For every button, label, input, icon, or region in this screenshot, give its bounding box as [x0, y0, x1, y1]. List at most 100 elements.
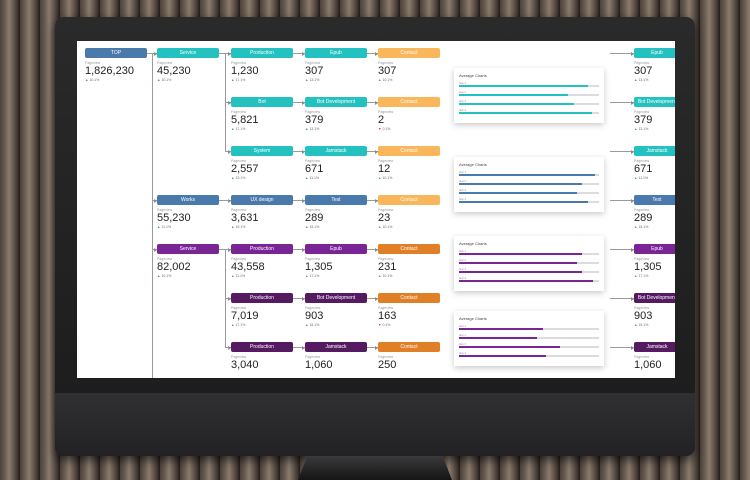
connector-l3-l4-0-arrow-icon [375, 51, 378, 56]
arrow-up-icon: ▲ [305, 127, 310, 131]
connector-to-l5-2 [610, 151, 634, 152]
node-l3-5-label-button[interactable]: Bot Development [305, 293, 367, 303]
card-bar-fill [459, 355, 546, 357]
screen: TOP Pageview 1,826,230 ▲ 10.1% Service Pagevi… [77, 41, 675, 378]
card-bar-row: Item 2 [459, 259, 599, 267]
node-l4-6-label-button[interactable]: Contact [378, 342, 440, 352]
node-l1-0: Service Pageview 45,230 ▲ 10.1% [157, 48, 219, 83]
card-bar-fill [459, 174, 595, 176]
node-l3-2-change: ▲ 11.1% [305, 175, 367, 181]
node-l2-5-label-button[interactable]: Production [231, 293, 293, 303]
node-l3-3-change: ▲ 15.1% [305, 224, 367, 230]
node-l3-1-change-text: 13.1% [309, 127, 320, 131]
arrow-up-icon: ▲ [305, 225, 310, 229]
node-l2-1-label-button[interactable]: Bot [231, 97, 293, 107]
node-l2-0-label-button[interactable]: Production [231, 48, 293, 58]
node-l4-2-change-text: 10.1% [382, 176, 393, 180]
card-bar-row: Item 4 [459, 352, 599, 360]
node-l4-6-sublabel: Pageview [378, 355, 394, 359]
node-root: TOP Pageview 1,826,230 ▲ 10.1% [85, 48, 147, 83]
node-l2-1-change: ▲ 17.1% [231, 126, 293, 132]
node-l2-6-value: 3,040 [231, 359, 259, 371]
node-l5-3-sublabel: Pageview [634, 208, 650, 212]
connector-to-l5-6 [610, 347, 634, 348]
node-l4-2-label-button[interactable]: Contact [378, 146, 440, 156]
node-l3-0-label-button[interactable]: Epub [305, 48, 367, 58]
node-l4-1-label-button[interactable]: Contact [378, 97, 440, 107]
node-l2-0-change-text: 17.1% [235, 78, 246, 82]
node-l4-0-label-button[interactable]: Contact [378, 48, 440, 58]
node-l2-5-sublabel: Pageview [231, 306, 247, 310]
connector-to-l5-6-arrow-icon [631, 345, 634, 350]
node-root-label-button[interactable]: TOP [85, 48, 147, 58]
card-bar-label: Item 3 [459, 343, 466, 346]
card-bar-fill [459, 85, 588, 87]
node-l2-3-sublabel: Pageview [231, 208, 247, 212]
node-l2-3-label-button[interactable]: UX design [231, 195, 293, 205]
node-l2-6-label-button[interactable]: Production [231, 342, 293, 352]
node-l3-2-label-button[interactable]: Jamstack [305, 146, 367, 156]
node-l2-2-change-text: 13.1% [235, 176, 246, 180]
node-l4-1-value: 2 [378, 114, 385, 126]
node-l2-4-sublabel: Pageview [231, 257, 247, 261]
card-bar-fill [459, 112, 592, 114]
node-l4-4-label-button[interactable]: Contact [378, 244, 440, 254]
card-bar-fill [459, 280, 594, 282]
node-l2-6: Production Pageview 3,040 [231, 342, 293, 371]
node-l1-1-change: ▲ 11.1% [157, 224, 219, 230]
node-l5-4-label-button[interactable]: Epub [634, 244, 675, 254]
node-l1-1-label-button[interactable]: Works [157, 195, 219, 205]
node-l5-1-label-button[interactable]: Bot Development [634, 97, 675, 107]
card-bar-label: Item 3 [459, 268, 466, 271]
connector-l3-l4-3-arrow-icon [375, 198, 378, 203]
node-l1-2-label-button[interactable]: Service [157, 244, 219, 254]
connector-root-out [147, 53, 152, 54]
node-l5-0: Epub Pageview 307 ▲ 13.1% [634, 48, 675, 83]
node-l2-1-change-text: 17.1% [235, 127, 246, 131]
node-l5-5-label-button[interactable]: Bot Development [634, 293, 675, 303]
node-l4-5-label-button[interactable]: Contact [378, 293, 440, 303]
arrow-up-icon: ▲ [634, 176, 639, 180]
node-l5-3-change: ▲ 15.1% [634, 224, 675, 230]
node-l5-0-label-button[interactable]: Epub [634, 48, 675, 58]
node-l4-0-value: 307 [378, 65, 397, 77]
node-l1-0-label-button[interactable]: Service [157, 48, 219, 58]
card-bar-label: Item 3 [459, 189, 466, 192]
card-bar-row: Item 1 [459, 171, 599, 179]
connector-l3-l4-1 [367, 102, 378, 103]
connector-l3-l4-2-arrow-icon [375, 149, 378, 154]
node-l5-3-label-button[interactable]: Test [634, 195, 675, 205]
node-l4-3-label-button[interactable]: Contact [378, 195, 440, 205]
node-l2-2-change: ▲ 13.1% [231, 175, 293, 181]
connector-to-l5-5-arrow-icon [631, 296, 634, 301]
node-l5-4: Epub Pageview 1,305 ▲ 17.1% [634, 244, 675, 279]
connector-to-l2-3 [219, 200, 231, 201]
node-l5-4-sublabel: Pageview [634, 257, 650, 261]
node-l3-2-change-text: 11.1% [309, 176, 320, 180]
card-bar-fill [459, 328, 543, 330]
arrow-up-icon: ▲ [634, 127, 639, 131]
node-l2-4-label-button[interactable]: Production [231, 244, 293, 254]
node-l4-5-value: 163 [378, 310, 397, 322]
node-l5-2-label-button[interactable]: Jamstack [634, 146, 675, 156]
node-l5-2-change-text: 11.1% [638, 176, 649, 180]
node-l3-0-change: ▲ 13.1% [305, 77, 367, 83]
node-l5-6-label-button[interactable]: Jamstack [634, 342, 675, 352]
card-bar-label: Item 1 [459, 82, 466, 85]
node-l3-4-change: ▲ 17.1% [305, 273, 367, 279]
node-l3-3-label-button[interactable]: Test [305, 195, 367, 205]
arrow-down-icon: ▼ [378, 127, 383, 131]
node-l3-3-change-text: 15.1% [309, 225, 320, 229]
connector-to-l1-0-arrow-icon [154, 51, 157, 56]
connector-to-l2-4-arrow-icon [228, 247, 231, 252]
connector-to-l2-6-arrow-icon [228, 345, 231, 350]
node-l3-3-value: 289 [305, 212, 324, 224]
card-bar-fill [459, 103, 574, 105]
node-l3-4-label-button[interactable]: Epub [305, 244, 367, 254]
average-chart-card: Average Charts Item 1 Item 2 Item 3 Item 4 [454, 236, 604, 291]
node-l3-6-label-button[interactable]: Jamstack [305, 342, 367, 352]
node-l3-1-label-button[interactable]: Bot Development [305, 97, 367, 107]
node-l2-2-label-button[interactable]: System [231, 146, 293, 156]
connector-l2-l3-3 [293, 200, 305, 201]
connector-to-l5-2-arrow-icon [631, 149, 634, 154]
